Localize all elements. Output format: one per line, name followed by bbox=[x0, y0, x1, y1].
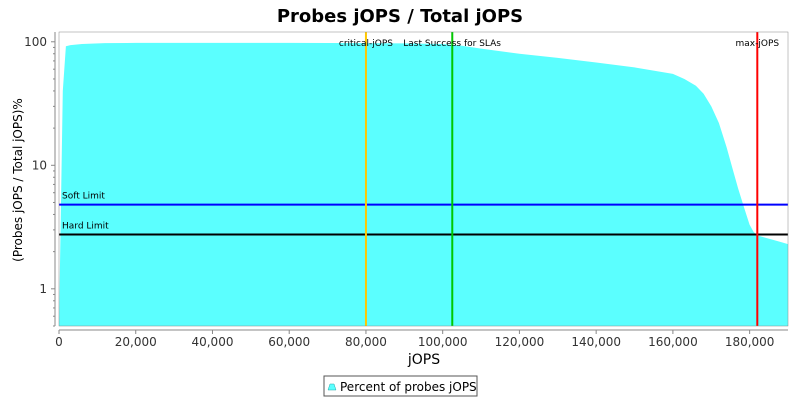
y-axis: 1 10 100 bbox=[24, 32, 56, 327]
x-tick-label: 20,000 bbox=[115, 335, 157, 349]
y-tick-label: 10 bbox=[32, 158, 47, 172]
x-tick-label: 100,000 bbox=[418, 335, 468, 349]
x-axis-label: jOPS bbox=[407, 352, 440, 368]
y-axis-label: (Probes jOPS / Total jOPS)% bbox=[11, 98, 25, 262]
limit-label-0: Soft Limit bbox=[62, 192, 105, 202]
x-tick-label: 120,000 bbox=[495, 335, 545, 349]
x-tick-label: 140,000 bbox=[571, 335, 621, 349]
plot-frame bbox=[58, 31, 789, 327]
x-tick-label: 80,000 bbox=[345, 335, 387, 349]
marker-label-2: max-jOPS bbox=[736, 39, 780, 49]
x-tick-label: 160,000 bbox=[648, 335, 698, 349]
marker-label-0: critical-jOPS bbox=[339, 39, 393, 49]
limit-label-1: Hard Limit bbox=[62, 222, 109, 232]
legend-label: Percent of probes jOPS bbox=[340, 380, 477, 394]
x-tick-label: 0 bbox=[55, 335, 63, 349]
legend: Percent of probes jOPS bbox=[323, 375, 478, 397]
chart-title: Probes jOPS / Total jOPS bbox=[277, 6, 523, 27]
legend-swatch bbox=[327, 383, 337, 391]
y-tick-label: 100 bbox=[24, 35, 47, 49]
series-area bbox=[59, 42, 788, 327]
x-tick-label: 40,000 bbox=[191, 335, 233, 349]
x-tick-label: 180,000 bbox=[725, 335, 775, 349]
x-tick-label: 60,000 bbox=[268, 335, 310, 349]
y-tick-label: 1 bbox=[39, 282, 47, 296]
plot-area: Soft Limit Hard Limit critical-jOPS Last Su… bbox=[58, 31, 789, 327]
marker-label-1: Last Success for SLAs bbox=[403, 39, 501, 49]
x-axis: 0 20,000 40,000 60,000 80,000 100,000 120,000 1… bbox=[55, 329, 788, 349]
legend-box bbox=[323, 375, 478, 397]
